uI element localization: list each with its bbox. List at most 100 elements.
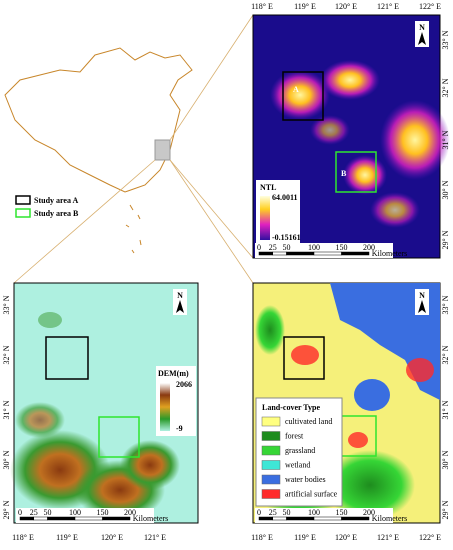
- connector: [13, 159, 156, 284]
- urban: [406, 358, 434, 382]
- scale-label: 0: [18, 508, 22, 517]
- scale-segment: [286, 251, 315, 256]
- legend-swatch: [15, 195, 31, 205]
- class-label: grassland: [285, 446, 315, 455]
- lat-label: 32° N: [441, 78, 450, 97]
- scale-segment: [47, 516, 76, 521]
- north-arrow: [176, 300, 184, 313]
- study-area-b: [98, 416, 140, 458]
- terrain: [15, 402, 65, 438]
- scale-segment: [341, 516, 370, 521]
- legend-min: -9: [176, 424, 183, 433]
- scale-label: 150: [336, 243, 348, 252]
- lon-label: 122° E: [419, 2, 441, 11]
- scale-label: 200: [124, 508, 136, 517]
- area-label: B: [341, 169, 347, 178]
- connector: [169, 159, 254, 259]
- study-region: [154, 139, 171, 161]
- forest: [325, 450, 415, 520]
- north-label: N: [419, 23, 425, 32]
- north-arrow: [418, 32, 426, 45]
- scale-segment: [286, 516, 315, 521]
- china-outline: [4, 47, 193, 193]
- scale-label: 200: [363, 243, 375, 252]
- forest: [255, 305, 285, 355]
- class-label: cultivated land: [285, 417, 332, 426]
- study-area-a: [283, 336, 325, 380]
- scale-unit: Kilometers: [372, 249, 408, 258]
- class-swatch: [261, 460, 281, 470]
- scale-label: 50: [283, 243, 291, 252]
- class-label: water bodies: [285, 475, 326, 484]
- light-cluster: [380, 100, 450, 180]
- dem-panel: DEM(m) 2066 -9: [10, 282, 199, 524]
- scale-segment: [272, 251, 287, 256]
- connector: [169, 159, 254, 284]
- lon-label: 119° E: [294, 2, 316, 11]
- lon-label: 122° E: [419, 533, 441, 542]
- scale-unit: Kilometers: [133, 514, 169, 523]
- scale-segment: [258, 516, 273, 521]
- legend-max: 2066: [176, 380, 192, 389]
- lat-label: 30° N: [441, 180, 450, 199]
- legend-max: 64.0011: [272, 193, 298, 202]
- lat-label: 29° N: [441, 500, 450, 519]
- urban: [291, 345, 319, 365]
- landcover-panel: Land-cover Type: [252, 282, 441, 524]
- study-area-a: [282, 71, 324, 121]
- class-label: wetland: [285, 461, 310, 470]
- terrain: [120, 440, 180, 490]
- scale-segment: [19, 516, 34, 521]
- lon-label: 120° E: [335, 533, 357, 542]
- north-label: N: [177, 291, 183, 300]
- area-label: A: [293, 85, 299, 94]
- scale-label: 25: [269, 508, 277, 517]
- scale-segment: [258, 251, 273, 256]
- color-bar: [160, 383, 170, 431]
- lat-label: 29° N: [441, 230, 450, 249]
- class-label: artificial surface: [285, 490, 338, 499]
- class-swatch: [261, 489, 281, 499]
- scale-unit: Kilometers: [372, 514, 408, 523]
- lon-label: 118° E: [12, 533, 34, 542]
- scale-label: 0: [257, 508, 261, 517]
- legend-label: Study area B: [34, 209, 79, 218]
- scale-label: 0: [257, 243, 261, 252]
- scale-segment: [33, 516, 48, 521]
- lat-label: 32° N: [441, 345, 450, 364]
- study-area-b: [335, 151, 377, 193]
- class-swatch: [261, 445, 281, 456]
- terrain: [38, 312, 62, 328]
- scale-label: 150: [97, 508, 109, 517]
- legend-title: DEM(m): [158, 369, 189, 378]
- study-area-a: [45, 336, 89, 380]
- lat-label: 29° N: [2, 500, 11, 519]
- scale-label: 100: [308, 243, 320, 252]
- lat-label: 30° N: [2, 450, 11, 469]
- lat-label: 33° N: [441, 30, 450, 49]
- lon-label: 121° E: [144, 533, 166, 542]
- legend-min: -0.15161: [272, 233, 301, 242]
- lat-label: 31° N: [441, 130, 450, 149]
- legend-label: Study area A: [34, 196, 79, 205]
- lat-label: 31° N: [441, 400, 450, 419]
- lat-label: 31° N: [2, 400, 11, 419]
- lon-label: 118° E: [251, 2, 273, 11]
- north-label: N: [419, 291, 425, 300]
- class-swatch: [261, 431, 281, 441]
- scale-label: 200: [363, 508, 375, 517]
- legend-title: NTL: [260, 183, 276, 192]
- light-cluster: [310, 115, 350, 145]
- color-bar: [260, 196, 270, 240]
- lon-label: 118° E: [251, 533, 273, 542]
- class-swatch: [261, 416, 281, 427]
- lat-label: 33° N: [2, 295, 11, 314]
- scale-label: 150: [336, 508, 348, 517]
- scale-segment: [313, 251, 342, 256]
- lon-label: 121° E: [377, 533, 399, 542]
- legend-swatch: [15, 208, 31, 218]
- class-swatch: [261, 474, 281, 485]
- scale-label: 100: [308, 508, 320, 517]
- lon-label: 120° E: [101, 533, 123, 542]
- lat-label: 30° N: [441, 450, 450, 469]
